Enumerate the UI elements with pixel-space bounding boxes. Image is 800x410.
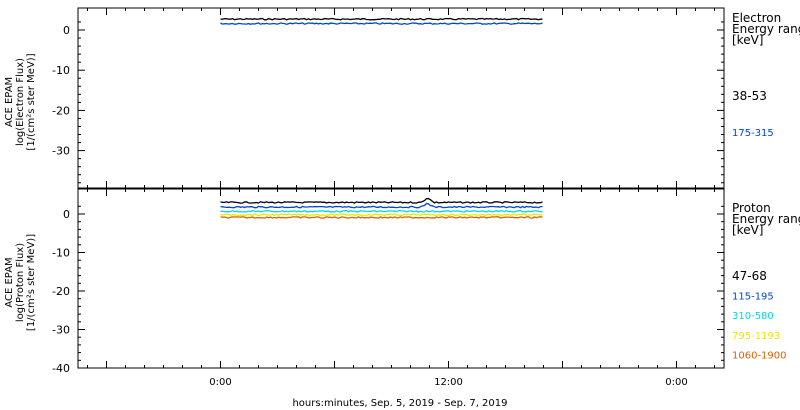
x-axis-title: hours:minutes, Sep. 5, 2019 - Sep. 7, 20… xyxy=(292,398,507,409)
electron-ytick-label: -30 xyxy=(52,145,70,158)
proton-plot-frame xyxy=(77,188,725,369)
xtick-label: 12:00 xyxy=(434,377,463,388)
proton-ytick-label: 0 xyxy=(63,208,70,221)
electron-ytick-label: -10 xyxy=(52,64,70,77)
proton-ylabel-line: log(Proton Flux) xyxy=(15,243,26,322)
proton-ylabel-line: [1/(cm²s ster MeV)] xyxy=(26,234,37,331)
proton-legend-title: Energy range xyxy=(732,212,800,226)
proton-legend-title: [keV] xyxy=(732,223,763,237)
proton-ylabel-line: ACE EPAM xyxy=(4,257,15,307)
proton-ytick-label: -10 xyxy=(52,247,70,260)
proton-legend-title: Proton xyxy=(732,201,771,215)
proton-legend-entry: 47-68 xyxy=(732,269,767,283)
proton-legend-entry: 115-195 xyxy=(732,292,774,303)
electron-series-line-175-315 xyxy=(220,22,543,25)
electron-panel: 0 -10 -20 -30 ACE EPAM log(Electron Flux) [1/(… xyxy=(4,7,800,189)
electron-ylabel-line: ACE EPAM xyxy=(4,77,15,127)
electron-ylabel-line: log(Electron Flux) xyxy=(15,58,26,146)
proton-series-line-1060-1900 xyxy=(220,216,543,219)
proton-series-line-47-68 xyxy=(220,197,543,204)
electron-ytick-label: -20 xyxy=(52,104,70,117)
proton-legend-entry: 310-580 xyxy=(732,311,774,322)
proton-legend-entry: 795-1193 xyxy=(732,331,780,342)
proton-series-line-795-1193 xyxy=(220,213,543,217)
xtick-label: 0:00 xyxy=(209,377,231,388)
proton-series-line-115-195 xyxy=(220,202,543,209)
proton-ytick-label: -20 xyxy=(52,285,70,298)
electron-legend-title: Electron xyxy=(732,11,781,25)
electron-series-line-38-53 xyxy=(220,17,543,21)
electron-legend-title: [keV] xyxy=(732,33,763,47)
electron-legend-title: Energy range xyxy=(732,22,800,36)
electron-plot-frame xyxy=(77,7,725,189)
electron-ylabel-line: [1/(cm²s ster MeV)] xyxy=(26,53,37,150)
electron-legend-entry: 175-315 xyxy=(732,128,774,139)
proton-ytick-label: -30 xyxy=(52,324,70,337)
xtick-label: 0:00 xyxy=(665,377,687,388)
proton-panel: 0 -10 -20 -30 -40 ACE EPAM log(Proton Flux) [1/… xyxy=(4,188,800,375)
proton-legend-entry: 1060-1900 xyxy=(732,350,787,361)
proton-ytick-label: -40 xyxy=(52,362,70,375)
electron-ytick-label: 0 xyxy=(63,24,70,37)
proton-series-line-310-580 xyxy=(220,209,543,213)
electron-legend-entry: 38-53 xyxy=(732,89,767,103)
